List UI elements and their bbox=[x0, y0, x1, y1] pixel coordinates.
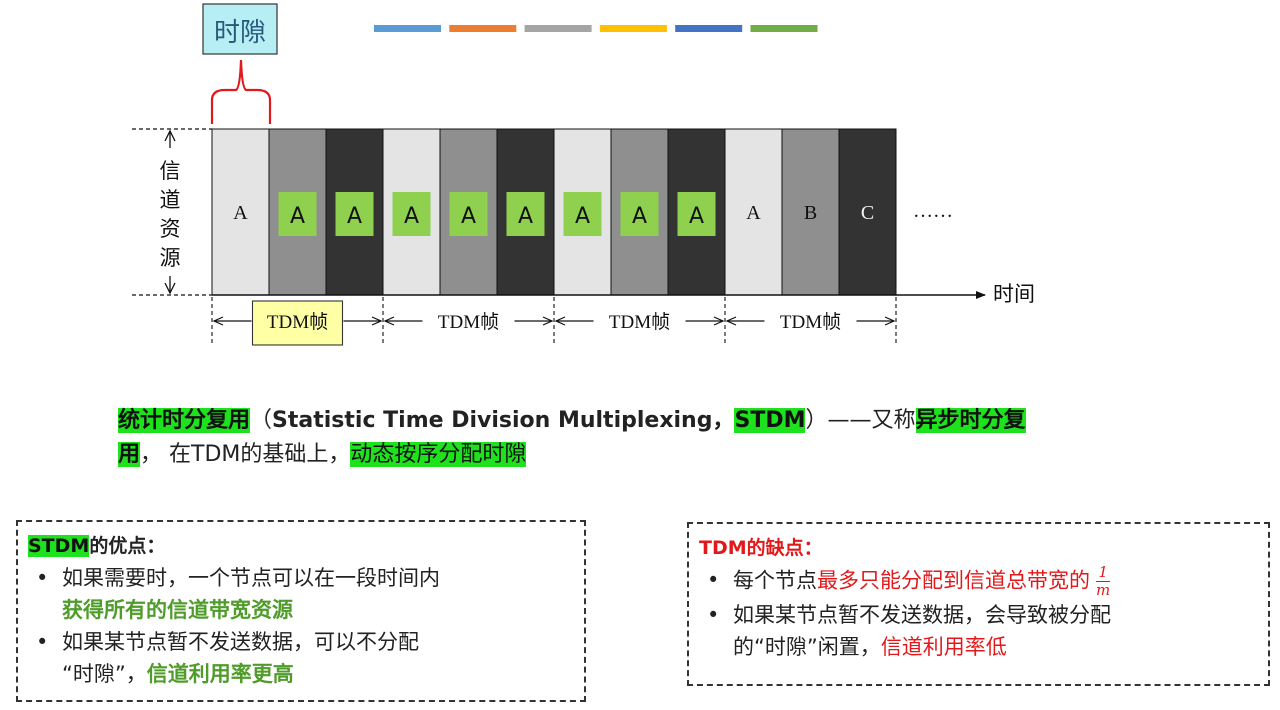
cell-label: A bbox=[746, 202, 761, 224]
color-swatch bbox=[675, 25, 743, 32]
frame-label: TDM帧 bbox=[780, 311, 841, 333]
advantage-2-green: 信道利用率更高 bbox=[146, 662, 294, 686]
ellipsis: …… bbox=[913, 200, 953, 222]
color-swatch bbox=[449, 25, 517, 32]
stdm-description: 统计时分复用（Statistic Time Division Multiplex… bbox=[118, 404, 1108, 472]
advantage-item-2: 如果某节点暂不发送数据，可以不分配 “时隙”，信道利用率更高 bbox=[28, 626, 570, 690]
fraction-numerator: 1 bbox=[1096, 564, 1111, 582]
slot-brace bbox=[210, 59, 272, 124]
cell-label: C bbox=[861, 202, 874, 224]
cell-highlight bbox=[677, 192, 716, 236]
time-slot-cell bbox=[781, 128, 840, 296]
slot-label-box: 时隙 bbox=[202, 3, 278, 55]
paren-open: （ bbox=[250, 408, 273, 433]
frame-label: TDM帧 bbox=[267, 311, 328, 333]
frame-label: TDM帧 bbox=[438, 311, 499, 333]
time-slot-cell bbox=[211, 128, 270, 296]
cell-label: A bbox=[575, 204, 590, 229]
disadvantage-2-red: 信道利用率低 bbox=[880, 635, 1007, 659]
term-stdm-en: Statistic Time Division Multiplexing， bbox=[272, 408, 735, 433]
alias-part1: 异步时分复 bbox=[915, 408, 1026, 433]
cell-highlight bbox=[392, 192, 431, 236]
advantage-1-text: 如果需要时，一个节点可以在一段时间内 bbox=[62, 566, 440, 590]
advantages-title-hl: STDM bbox=[28, 535, 90, 557]
abbr-stdm: STDM bbox=[734, 408, 806, 433]
cell-label: A bbox=[689, 204, 704, 229]
disadvantage-1-red: 最多只能分配到信道总带宽的 bbox=[817, 568, 1090, 593]
channel-label-char: 道 bbox=[160, 188, 181, 212]
cell-label: A bbox=[347, 204, 362, 229]
frame-label: TDM帧 bbox=[609, 311, 670, 333]
fraction-denominator: m bbox=[1096, 581, 1111, 599]
cell-highlight bbox=[563, 192, 602, 236]
cell-label: B bbox=[804, 202, 817, 224]
advantages-title: STDM的优点： bbox=[28, 532, 570, 560]
cell-label: A bbox=[290, 204, 305, 229]
slot-label: 时隙 bbox=[214, 18, 266, 48]
disadvantage-2-text2: 的“时隙”闲置， bbox=[733, 635, 881, 659]
advantage-2-text2: “时隙”， bbox=[62, 662, 147, 686]
disadvantages-title: TDM的缺点： bbox=[699, 537, 823, 559]
channel-label-char: 信 bbox=[160, 159, 181, 183]
cell-label: A bbox=[233, 202, 248, 224]
advantage-item-1: 如果需要时，一个节点可以在一段时间内 获得所有的信道带宽资源 bbox=[28, 562, 570, 626]
cell-highlight bbox=[620, 192, 659, 236]
channel-label-char: 资 bbox=[160, 217, 181, 241]
advantages-title-rest: 的优点： bbox=[89, 535, 166, 557]
color-legend-bar bbox=[374, 25, 818, 32]
disadvantage-item-2: 如果某节点暂不发送数据，会导致被分配 的“时隙”闲置，信道利用率低 bbox=[699, 599, 1254, 663]
cell-highlight bbox=[506, 192, 545, 236]
color-swatch bbox=[599, 25, 667, 32]
frame-label-highlight bbox=[251, 300, 344, 346]
advantage-2-text: 如果某节点暂不发送数据，可以不分配 bbox=[62, 630, 419, 654]
dash-text: ——又称 bbox=[827, 408, 916, 433]
time-axis-label: 时间 bbox=[993, 282, 1035, 306]
cell-label: A bbox=[404, 204, 419, 229]
paren-close: ） bbox=[805, 408, 828, 433]
cell-highlight bbox=[449, 192, 488, 236]
disadvantage-1-text: 每个节点 bbox=[733, 568, 817, 593]
key-phrase: 动态按序分配时隙 bbox=[350, 442, 527, 467]
cell-label: A bbox=[461, 204, 476, 229]
cell-label: A bbox=[518, 204, 533, 229]
advantage-1-green: 获得所有的信道带宽资源 bbox=[62, 598, 293, 622]
cell-highlight bbox=[335, 192, 374, 236]
cell-highlight bbox=[278, 192, 317, 236]
channel-label-char: 源 bbox=[160, 246, 181, 270]
stdm-advantages-box: STDM的优点： 如果需要时，一个节点可以在一段时间内 获得所有的信道带宽资源 … bbox=[16, 520, 586, 702]
term-stdm-cn: 统计时分复用 bbox=[118, 408, 251, 433]
tdm-frames: TDM帧 TDM帧 TDM帧 TDM帧 bbox=[211, 297, 897, 346]
color-swatch bbox=[524, 25, 592, 32]
time-slot-cell bbox=[838, 128, 897, 296]
alias-part2: 用 bbox=[118, 442, 141, 467]
cell-label: A bbox=[632, 204, 647, 229]
disadvantage-2-text: 如果某节点暂不发送数据，会导致被分配 bbox=[733, 603, 1111, 627]
mid-text: ， 在TDM的基础上， bbox=[140, 442, 351, 467]
color-swatch bbox=[750, 25, 818, 32]
time-slot-cell bbox=[724, 128, 783, 296]
color-swatch bbox=[374, 25, 441, 32]
